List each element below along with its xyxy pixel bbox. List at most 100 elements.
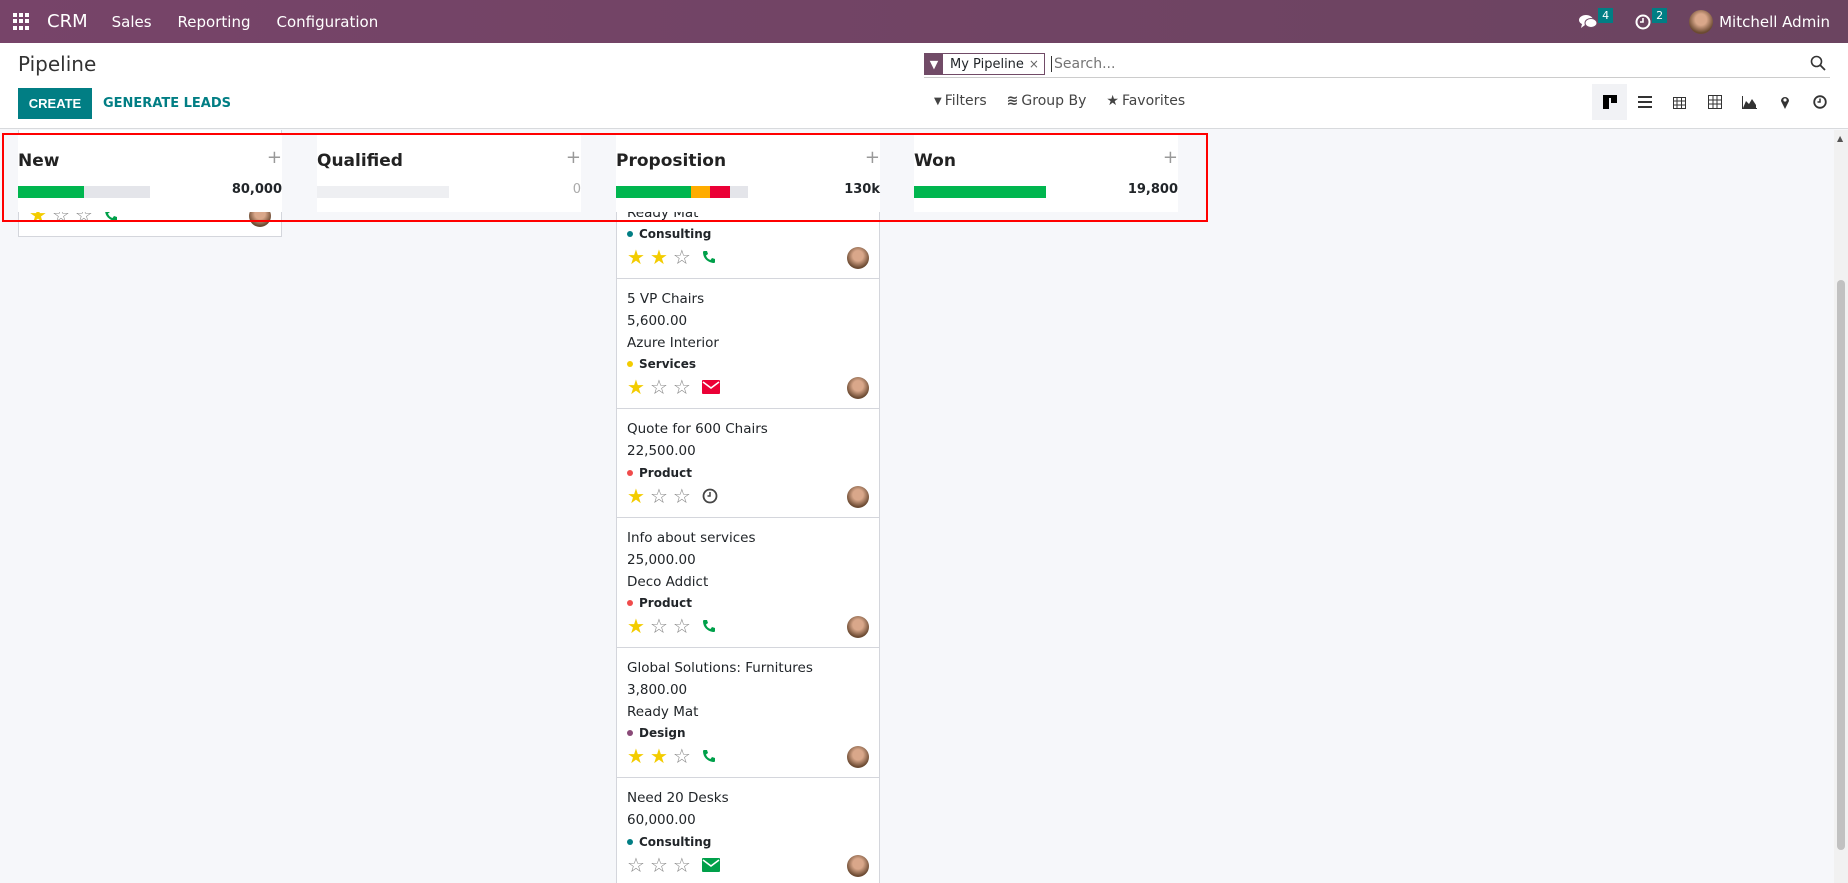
activities-button[interactable]: 2 (1635, 8, 1668, 30)
filters-button[interactable]: ▼ Filters (934, 93, 987, 109)
column-title[interactable]: Qualified (317, 151, 403, 171)
assignee-avatar[interactable] (847, 247, 869, 269)
calendar-icon (1673, 97, 1686, 109)
priority-star-icon[interactable]: ☆ (672, 614, 691, 638)
clock-icon[interactable] (702, 488, 718, 504)
menu-configuration[interactable]: Configuration (276, 12, 379, 31)
create-button[interactable]: CREATE (18, 88, 92, 119)
app-brand[interactable]: CRM (47, 11, 88, 32)
priority-star-icon[interactable]: ☆ (649, 375, 668, 399)
card-title: 5 VP Chairs (627, 291, 705, 307)
facet-remove-icon[interactable]: × (1028, 57, 1039, 71)
kanban-column-new: New + 80,000Product★☆☆ (18, 130, 282, 883)
priority-star-icon[interactable]: ☆ (627, 853, 645, 877)
opportunity-card[interactable]: 5 VP Chairs 5,600.00 Azure Interior Service… (616, 279, 880, 409)
progress-segment[interactable] (691, 186, 710, 198)
search-icon[interactable] (1810, 55, 1826, 71)
assignee-avatar[interactable] (847, 855, 869, 877)
assignee-avatar[interactable] (847, 616, 869, 638)
scrollbar[interactable]: ▲ (1834, 130, 1848, 883)
opportunity-card[interactable]: Info about services 25,000.00 Deco Addict P… (616, 518, 880, 648)
priority-star-icon[interactable]: ☆ (672, 853, 691, 877)
search-input[interactable] (1050, 56, 1830, 72)
priority-stars: ★ ☆ ☆ (627, 486, 718, 506)
control-panel: Pipeline CREATE GENERATE LEADS ▼ My Pipe… (0, 43, 1848, 129)
area-chart-icon (1742, 95, 1757, 109)
column-progress-bar (317, 186, 449, 198)
group-by-label: Group By (1021, 93, 1087, 109)
priority-stars: ★ ★ ☆ (627, 746, 716, 766)
opportunity-card[interactable]: Global Solutions: Furnitures 3,800.00 Read… (616, 648, 880, 778)
activity-view-button[interactable] (1802, 84, 1837, 120)
graph-view-button[interactable] (1732, 84, 1767, 120)
column-total: 0 (572, 182, 581, 197)
phone-icon[interactable] (702, 250, 716, 264)
priority-star-icon[interactable]: ★ (627, 245, 645, 269)
progress-segment[interactable] (616, 186, 692, 198)
priority-star-icon[interactable]: ☆ (649, 484, 668, 508)
pivot-view-button[interactable] (1697, 84, 1732, 120)
kanban-view-button[interactable] (1592, 84, 1627, 120)
activities-badge: 2 (1652, 8, 1668, 23)
opportunity-card[interactable]: Quote for 600 Chairs 22,500.00 Product ★ ☆ ☆ (616, 409, 880, 518)
quick-create-icon[interactable]: + (565, 147, 581, 168)
map-view-button[interactable] (1767, 84, 1802, 120)
card-amount: 5,600.00 (627, 313, 688, 329)
progress-segment[interactable] (914, 186, 1046, 198)
priority-stars: ★ ★ ☆ (627, 247, 716, 267)
priority-star-icon[interactable]: ☆ (672, 744, 691, 768)
apps-menu-icon[interactable] (13, 12, 31, 31)
priority-star-icon[interactable]: ★ (649, 245, 668, 269)
card-title: Need 20 Desks (627, 790, 729, 806)
tag-label: Design (639, 726, 686, 740)
generate-leads-button[interactable]: GENERATE LEADS (103, 96, 232, 111)
calendar-view-button[interactable] (1662, 84, 1697, 120)
user-menu[interactable]: Mitchell Admin (1689, 9, 1830, 34)
priority-star-icon[interactable]: ★ (627, 484, 645, 508)
phone-icon[interactable] (702, 749, 716, 763)
list-view-button[interactable] (1627, 84, 1662, 120)
envelope-icon[interactable] (701, 380, 720, 394)
column-title[interactable]: New (18, 151, 60, 171)
messages-button[interactable]: 4 (1579, 8, 1614, 30)
priority-star-icon[interactable]: ★ (649, 744, 668, 768)
priority-star-icon[interactable]: ☆ (672, 375, 691, 399)
priority-star-icon[interactable]: ★ (627, 744, 645, 768)
priority-star-icon[interactable]: ☆ (649, 614, 668, 638)
priority-star-icon[interactable]: ★ (627, 614, 645, 638)
column-header: Won + 19,800 (914, 135, 1178, 212)
scrollbar-thumb[interactable] (1837, 280, 1845, 850)
priority-star-icon[interactable]: ★ (627, 375, 645, 399)
priority-star-icon[interactable]: ☆ (672, 484, 691, 508)
menu-sales[interactable]: Sales (111, 12, 152, 31)
progress-segment[interactable] (18, 186, 84, 198)
card-tag: Consulting (627, 835, 711, 849)
scroll-up-icon[interactable]: ▲ (1837, 134, 1844, 143)
column-total: 80,000 (231, 182, 282, 197)
star-icon: ★ (1106, 93, 1119, 109)
priority-star-icon[interactable]: ☆ (649, 853, 668, 877)
phone-icon[interactable] (104, 208, 118, 222)
column-header: New + 80,000 (18, 135, 282, 212)
user-name: Mitchell Admin (1719, 12, 1830, 31)
priority-star-icon[interactable]: ☆ (672, 245, 691, 269)
card-title: Quote for 600 Chairs (627, 421, 768, 437)
envelope-icon[interactable] (701, 858, 720, 872)
group-by-button[interactable]: ≋ Group By (1007, 93, 1087, 109)
card-title: Info about services (627, 530, 756, 546)
column-title[interactable]: Proposition (616, 151, 727, 171)
assignee-avatar[interactable] (847, 746, 869, 768)
card-tag: Services (627, 357, 696, 371)
phone-icon[interactable] (702, 619, 716, 633)
progress-segment[interactable] (709, 186, 730, 198)
quick-create-icon[interactable]: + (266, 147, 282, 168)
assignee-avatar[interactable] (847, 377, 869, 399)
column-title[interactable]: Won (914, 151, 956, 171)
quick-create-icon[interactable]: + (864, 147, 880, 168)
menu-reporting[interactable]: Reporting (177, 12, 251, 31)
column-progress-bar (18, 186, 150, 198)
opportunity-card[interactable]: Need 20 Desks 60,000.00 Consulting ☆ ☆ ☆ (616, 778, 880, 883)
quick-create-icon[interactable]: + (1162, 147, 1178, 168)
favorites-button[interactable]: ★ Favorites (1106, 93, 1185, 109)
assignee-avatar[interactable] (847, 486, 869, 508)
